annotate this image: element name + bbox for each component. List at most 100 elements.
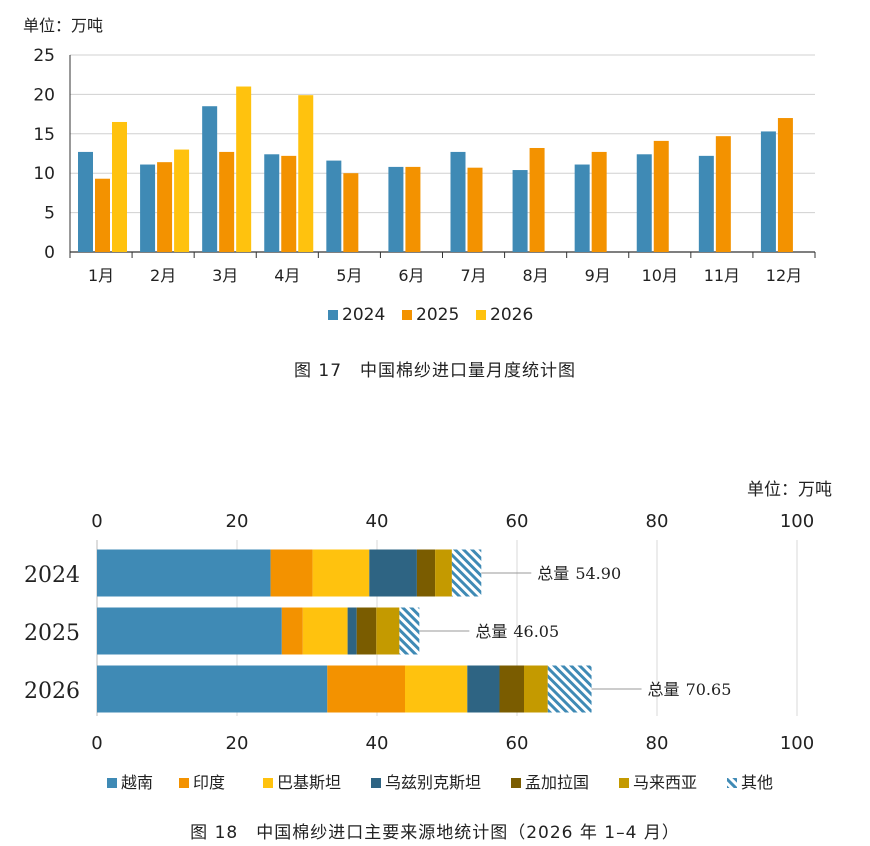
x-tick-label: 5月 bbox=[336, 266, 362, 285]
legend-swatch-乌兹别克斯坦 bbox=[371, 778, 381, 788]
bar-2025-11 bbox=[715, 136, 731, 252]
legend-swatch-巴基斯坦 bbox=[263, 778, 273, 788]
total-label: 总量 54.90 bbox=[537, 564, 621, 583]
segment-印度-2024 bbox=[270, 549, 313, 597]
segment-其他-2025 bbox=[399, 607, 420, 655]
bar-2025-10 bbox=[653, 140, 669, 252]
bar-2025-9 bbox=[591, 151, 607, 252]
total-label-text: 总量 bbox=[648, 680, 680, 699]
x-tick-label-bottom: 80 bbox=[646, 733, 669, 754]
x-tick-label-bottom: 60 bbox=[506, 733, 529, 754]
y-category-label: 2024 bbox=[24, 563, 80, 588]
segment-印度-2026 bbox=[327, 665, 405, 713]
legend-swatch-孟加拉国 bbox=[511, 778, 521, 788]
x-tick-label-top: 60 bbox=[506, 511, 529, 532]
bar-2025-3 bbox=[219, 151, 235, 252]
x-tick-label-bottom: 40 bbox=[366, 733, 389, 754]
bar-2026-4 bbox=[298, 95, 314, 252]
y-tick-label: 5 bbox=[44, 204, 55, 224]
y-tick-label: 20 bbox=[33, 85, 55, 105]
segment-马来西亚-2024 bbox=[435, 549, 452, 597]
x-tick-label: 3月 bbox=[212, 266, 238, 285]
bar-2026-1 bbox=[112, 121, 127, 252]
unit-label: 单位：万吨 bbox=[747, 480, 832, 500]
legend-label-乌兹别克斯坦: 乌兹别克斯坦 bbox=[385, 773, 481, 792]
bar-2026-3 bbox=[236, 86, 252, 253]
x-tick-label-top: 20 bbox=[226, 511, 249, 532]
x-tick-label-bottom: 100 bbox=[780, 733, 814, 754]
x-tick-label-bottom: 0 bbox=[91, 733, 102, 754]
bar-2025-1 bbox=[95, 178, 110, 252]
legend-label-越南: 越南 bbox=[121, 773, 153, 792]
bar-2024-4 bbox=[264, 154, 280, 252]
segment-孟加拉国-2025 bbox=[356, 607, 377, 655]
bar-2025-8 bbox=[529, 147, 545, 252]
x-tick-label: 9月 bbox=[585, 266, 611, 285]
x-tick-label: 1月 bbox=[88, 266, 114, 285]
y-tick-label: 10 bbox=[33, 164, 55, 184]
total-label-text: 总量 bbox=[537, 564, 569, 583]
bar-2024-12 bbox=[760, 131, 776, 252]
y-tick-label: 15 bbox=[33, 125, 55, 145]
legend-label-其他: 其他 bbox=[741, 773, 773, 792]
bar-2024-11 bbox=[698, 155, 714, 252]
total-label: 总量 70.65 bbox=[648, 680, 732, 699]
segment-越南-2026 bbox=[97, 665, 328, 713]
x-tick-label: 2月 bbox=[150, 266, 176, 285]
x-tick-label-top: 40 bbox=[366, 511, 389, 532]
legend-label-2025: 2025 bbox=[416, 305, 459, 325]
x-tick-label: 11月 bbox=[704, 266, 740, 285]
segment-乌兹别克斯坦-2025 bbox=[347, 607, 357, 655]
legend-swatch-2024 bbox=[328, 310, 338, 320]
segment-巴基斯坦-2025 bbox=[302, 607, 348, 655]
y-category-label: 2026 bbox=[24, 679, 80, 704]
x-tick-label: 8月 bbox=[523, 266, 549, 285]
x-tick-label: 6月 bbox=[398, 266, 424, 285]
bar-2025-12 bbox=[777, 118, 793, 252]
segment-越南-2024 bbox=[97, 549, 271, 597]
y-tick-label: 0 bbox=[44, 243, 55, 263]
segment-乌兹别克斯坦-2024 bbox=[369, 549, 417, 597]
segment-孟加拉国-2024 bbox=[416, 549, 436, 597]
segment-巴基斯坦-2024 bbox=[312, 549, 370, 597]
bar-2024-1 bbox=[78, 151, 93, 252]
x-tick-label: 7月 bbox=[460, 266, 486, 285]
legend-label-马来西亚: 马来西亚 bbox=[633, 773, 697, 792]
x-tick-label: 12月 bbox=[766, 266, 802, 285]
source-stacked-chart: 单位：万吨 0 0 20 20 40 40 60 60 80 80 100 100 2024 总量 54.90… bbox=[24, 480, 832, 792]
legend-swatch-2026 bbox=[476, 310, 486, 320]
legend-swatch-2025 bbox=[402, 310, 412, 320]
segment-其他-2026 bbox=[547, 665, 592, 713]
segment-马来西亚-2026 bbox=[524, 665, 548, 713]
bar-2024-2 bbox=[140, 164, 156, 252]
bar-2025-2 bbox=[157, 162, 173, 252]
legend-label-印度: 印度 bbox=[193, 773, 225, 792]
y-tick-label: 25 bbox=[33, 46, 55, 66]
bar-2026-2 bbox=[174, 149, 190, 252]
total-value: 70.65 bbox=[686, 680, 732, 699]
segment-其他-2024 bbox=[451, 549, 482, 597]
segment-印度-2025 bbox=[281, 607, 303, 655]
bar-2025-4 bbox=[281, 155, 297, 252]
bar-2024-6 bbox=[388, 166, 404, 252]
segment-越南-2025 bbox=[97, 607, 282, 655]
total-value: 46.05 bbox=[513, 622, 559, 641]
bar-2024-10 bbox=[636, 154, 652, 252]
bar-2024-5 bbox=[326, 160, 342, 252]
x-tick-label: 10月 bbox=[642, 266, 678, 285]
x-tick-label-top: 80 bbox=[646, 511, 669, 532]
segment-马来西亚-2025 bbox=[376, 607, 400, 655]
bar-2024-3 bbox=[202, 106, 218, 252]
unit-label: 单位：万吨 bbox=[23, 16, 103, 35]
legend-label-2024: 2024 bbox=[342, 305, 385, 325]
bar-2024-9 bbox=[574, 164, 590, 252]
bar-2025-7 bbox=[467, 167, 483, 252]
legend-swatch-马来西亚 bbox=[619, 778, 629, 788]
legend-swatch-印度 bbox=[179, 778, 189, 788]
segment-巴基斯坦-2026 bbox=[405, 665, 468, 713]
x-tick-label-bottom: 20 bbox=[226, 733, 249, 754]
total-label-text: 总量 bbox=[475, 622, 507, 641]
legend-label-2026: 2026 bbox=[490, 305, 533, 325]
segment-乌兹别克斯坦-2026 bbox=[467, 665, 500, 713]
